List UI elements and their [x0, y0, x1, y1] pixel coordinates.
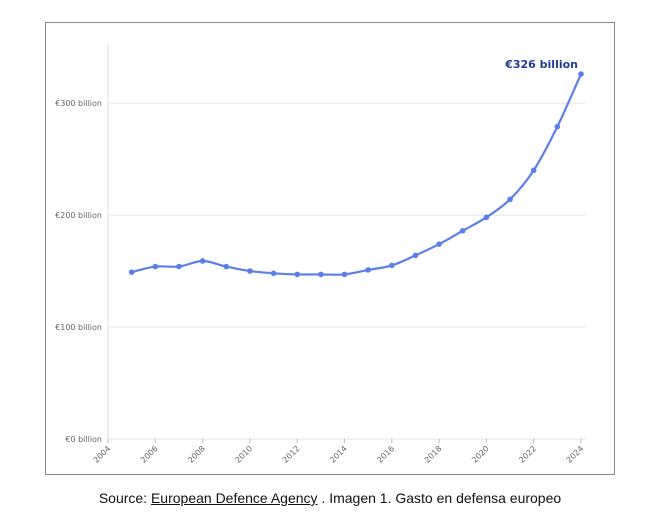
- data-point: [578, 71, 584, 77]
- data-point: [199, 258, 206, 264]
- y-tick-label: €0 billion: [65, 435, 102, 444]
- data-point: [530, 167, 537, 174]
- caption: Source: European Defence Agency . Imagen…: [0, 490, 660, 506]
- chart-frame: [45, 22, 615, 475]
- annotation: €326 billion: [504, 58, 578, 71]
- caption-prefix: Source:: [98, 490, 148, 506]
- y-tick-label: €100 billion: [55, 323, 102, 332]
- data-point: [247, 268, 253, 274]
- data-point: [483, 214, 490, 221]
- data-point: [389, 262, 395, 269]
- data-point: [128, 269, 135, 275]
- data-point: [270, 270, 277, 277]
- chart: €0 billion €100 billion €200 billion €300 b…: [45, 22, 615, 475]
- y-tick-label: €200 billion: [55, 211, 102, 220]
- data-point: [554, 123, 561, 130]
- data-point: [507, 196, 513, 203]
- data-point: [152, 263, 159, 270]
- data-point: [176, 263, 182, 270]
- data-point: [412, 252, 419, 259]
- data-point: [294, 271, 301, 278]
- data-point: [223, 263, 230, 270]
- data-point: [365, 267, 371, 273]
- data-point: [436, 241, 442, 247]
- data-point: [341, 271, 348, 278]
- caption-suffix: . Imagen 1. Gasto en defensa europeo: [321, 490, 562, 506]
- data-point: [459, 227, 466, 234]
- y-tick-label: €300 billion: [55, 99, 102, 108]
- data-point: [318, 271, 324, 278]
- source-link[interactable]: European Defence Agency: [150, 490, 318, 506]
